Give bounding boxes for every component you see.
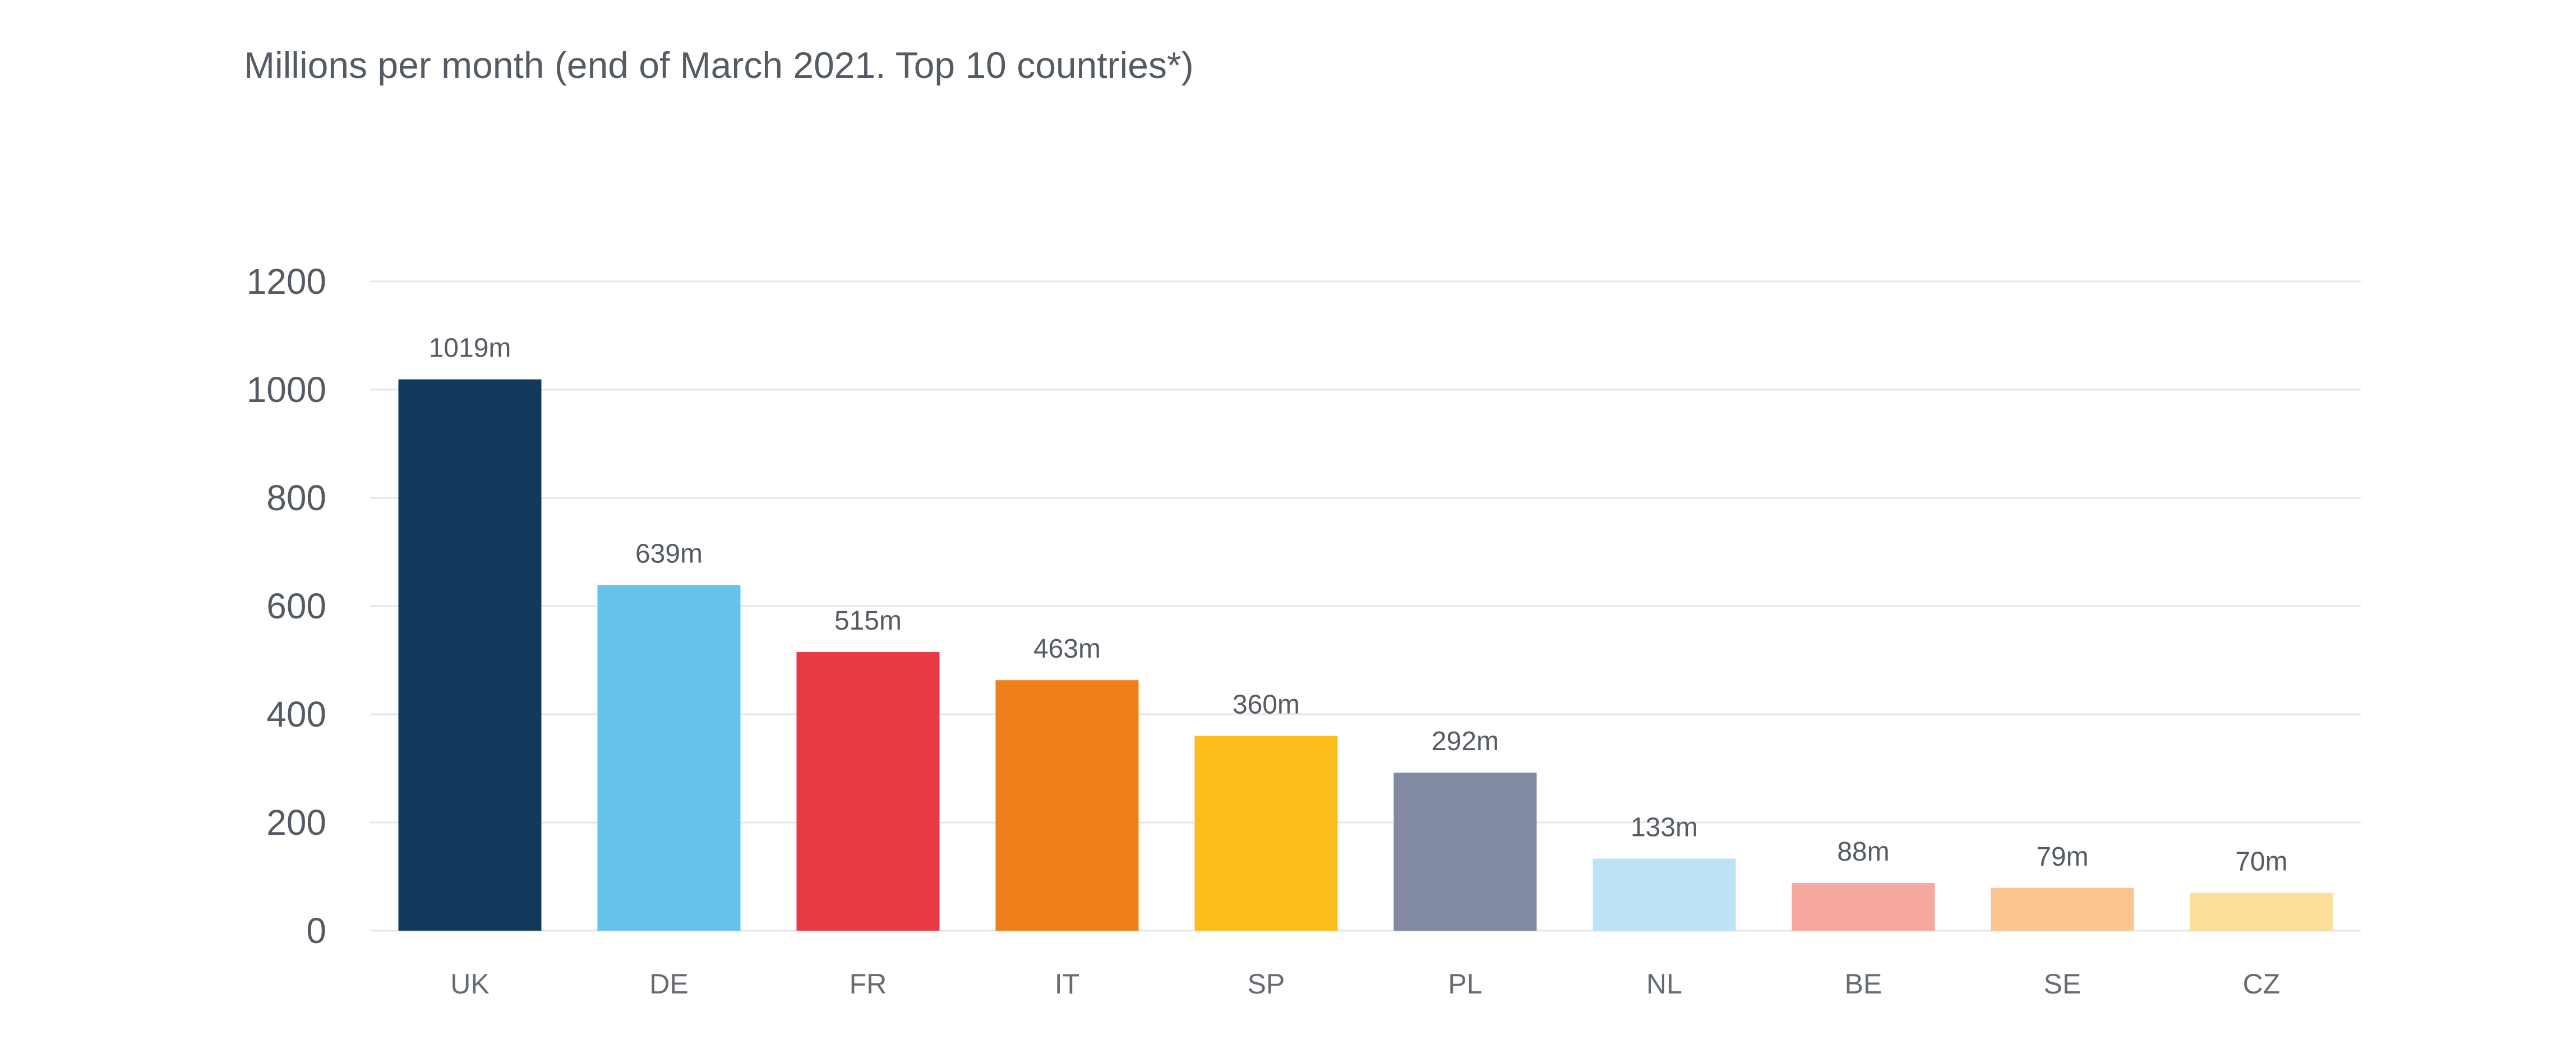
bar-de <box>597 585 741 931</box>
data-label-de: 639m <box>635 539 703 568</box>
bar-be <box>1792 883 1935 931</box>
data-label-pl: 292m <box>1432 727 1499 756</box>
x-tick-label-nl: NL <box>1646 968 1682 1000</box>
x-tick-label-fr: FR <box>850 968 887 1000</box>
x-tick-label-it: IT <box>1055 968 1079 1000</box>
data-label-nl: 133m <box>1631 813 1698 843</box>
data-label-cz: 70m <box>2235 847 2287 876</box>
data-label-sp: 360m <box>1232 690 1300 720</box>
bar-sp <box>1194 736 1338 931</box>
y-tick-label: 400 <box>266 694 326 734</box>
bar-it <box>995 680 1139 931</box>
bar-uk <box>398 379 542 931</box>
data-label-se: 79m <box>2036 842 2088 872</box>
bar-nl <box>1592 858 1736 931</box>
x-tick-label-de: DE <box>649 968 688 1000</box>
y-tick-label: 200 <box>266 802 326 843</box>
bars <box>398 379 2333 931</box>
x-tick-label-se: SE <box>2044 968 2081 1000</box>
data-label-be: 88m <box>1837 837 1889 867</box>
y-tick-label: 1200 <box>247 261 326 302</box>
data-label-it: 463m <box>1033 634 1101 664</box>
bar-cz <box>2190 893 2333 931</box>
bar-fr <box>796 652 940 931</box>
data-label-uk: 1019m <box>429 334 511 363</box>
x-tick-label-sp: SP <box>1248 968 1285 1000</box>
y-tick-label: 0 <box>306 910 326 951</box>
data-label-fr: 515m <box>834 606 902 636</box>
data-labels: 1019m 639m 515m 463m 360m 292m 133m 88m 79m 70m <box>429 334 2288 877</box>
x-tick-label-pl: PL <box>1448 968 1482 1000</box>
y-tick-label: 600 <box>266 586 326 626</box>
bar-pl <box>1393 773 1537 931</box>
x-axis-ticks: UK DE FR IT SP PL NL BE SE CZ <box>450 968 2280 1000</box>
y-tick-label: 1000 <box>247 369 326 410</box>
y-axis-ticks: 0 200 400 600 800 1000 1200 <box>247 261 326 951</box>
x-tick-label-uk: UK <box>450 968 489 1000</box>
x-tick-label-be: BE <box>1845 968 1882 1000</box>
x-tick-label-cz: CZ <box>2243 968 2280 1000</box>
chart-title: Millions per month (end of March 2021. T… <box>244 44 1194 86</box>
y-tick-label: 800 <box>266 478 326 518</box>
bar-se <box>1991 888 2134 931</box>
